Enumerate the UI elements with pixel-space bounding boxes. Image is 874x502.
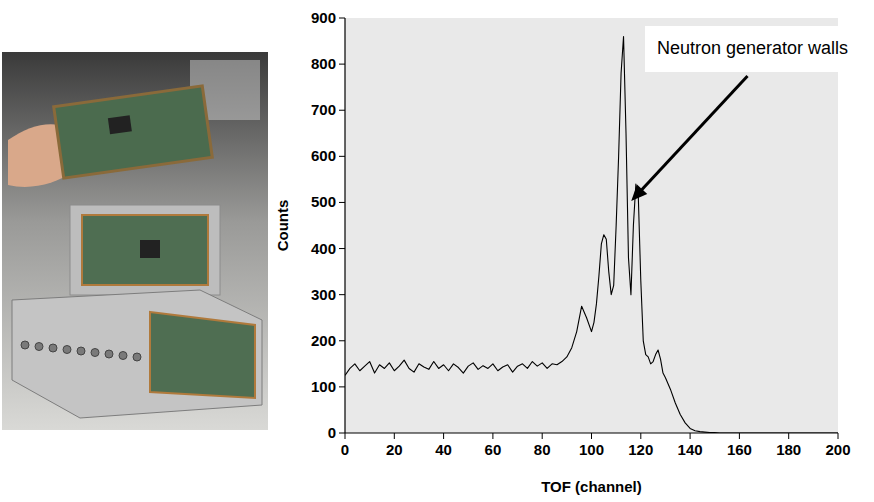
x-tick-label: 80 (534, 441, 551, 458)
photo-chip (140, 240, 160, 258)
photo-board (54, 86, 213, 178)
x-tick (838, 433, 839, 439)
photo-connector (105, 350, 113, 358)
photo-connector (133, 353, 141, 361)
annotation-arrowhead (631, 184, 647, 200)
photo-connector (35, 343, 43, 351)
x-axis-title: TOF (channel) (541, 478, 642, 495)
y-tick-label: 700 (311, 101, 336, 118)
x-tick (443, 433, 444, 439)
y-tick (339, 386, 345, 387)
y-tick-label: 300 (311, 286, 336, 303)
photo-connector (63, 346, 71, 354)
x-tick (788, 433, 789, 439)
y-tick-label: 200 (311, 332, 336, 349)
y-tick (339, 202, 345, 203)
plot-area (345, 18, 838, 433)
spectrum-line (345, 36, 838, 433)
y-tick (339, 340, 345, 341)
photo-chassis (12, 290, 262, 418)
y-tick-label: 100 (311, 378, 336, 395)
y-tick-label: 600 (311, 147, 336, 164)
x-tick-label: 40 (435, 441, 452, 458)
photo-connector (119, 352, 127, 360)
y-axis-title: Counts (274, 200, 291, 252)
annotation-arrow (638, 76, 747, 194)
x-tick (739, 433, 740, 439)
photo-background (2, 52, 268, 430)
y-tick (339, 64, 345, 65)
y-tick-label: 0 (328, 424, 336, 441)
x-tick (542, 433, 543, 439)
x-tick (690, 433, 691, 439)
y-tick (339, 294, 345, 295)
y-tick (339, 110, 345, 111)
annotation-box (645, 26, 860, 72)
photo-board (150, 312, 255, 398)
y-tick-label: 900 (311, 9, 336, 26)
y-tick-label: 500 (311, 193, 336, 210)
figure: 0 20 40 60 80 100 120 140 160 180 200 0 100 200 300 400… (0, 0, 874, 502)
photo-module (70, 205, 220, 295)
x-tick-label: 100 (579, 441, 604, 458)
photo-connector (77, 347, 85, 355)
y-axis (344, 18, 345, 433)
x-tick-label: 200 (825, 441, 850, 458)
series-group (345, 36, 838, 433)
x-tick (591, 433, 592, 439)
x-tick (345, 433, 346, 439)
x-tick-label: 120 (628, 441, 653, 458)
y-tick (339, 18, 345, 19)
photo-board (82, 215, 208, 285)
x-tick (492, 433, 493, 439)
y-tick (339, 433, 345, 434)
x-tick-label: 0 (341, 441, 349, 458)
x-tick-label: 140 (678, 441, 703, 458)
y-tick (339, 248, 345, 249)
x-tick (640, 433, 641, 439)
annotation-text: Neutron generator walls (657, 38, 848, 58)
photo-connector (91, 349, 99, 357)
photo-chip (108, 115, 132, 134)
x-tick-label: 160 (727, 441, 752, 458)
y-tick-label: 400 (311, 240, 336, 257)
photo-connector (21, 341, 29, 349)
x-tick-label: 180 (776, 441, 801, 458)
x-tick-label: 60 (485, 441, 502, 458)
photo-connector (49, 344, 57, 352)
y-tick (339, 156, 345, 157)
x-tick-label: 20 (386, 441, 403, 458)
y-tick-label: 800 (311, 55, 336, 72)
photo (2, 52, 268, 430)
x-tick (394, 433, 395, 439)
